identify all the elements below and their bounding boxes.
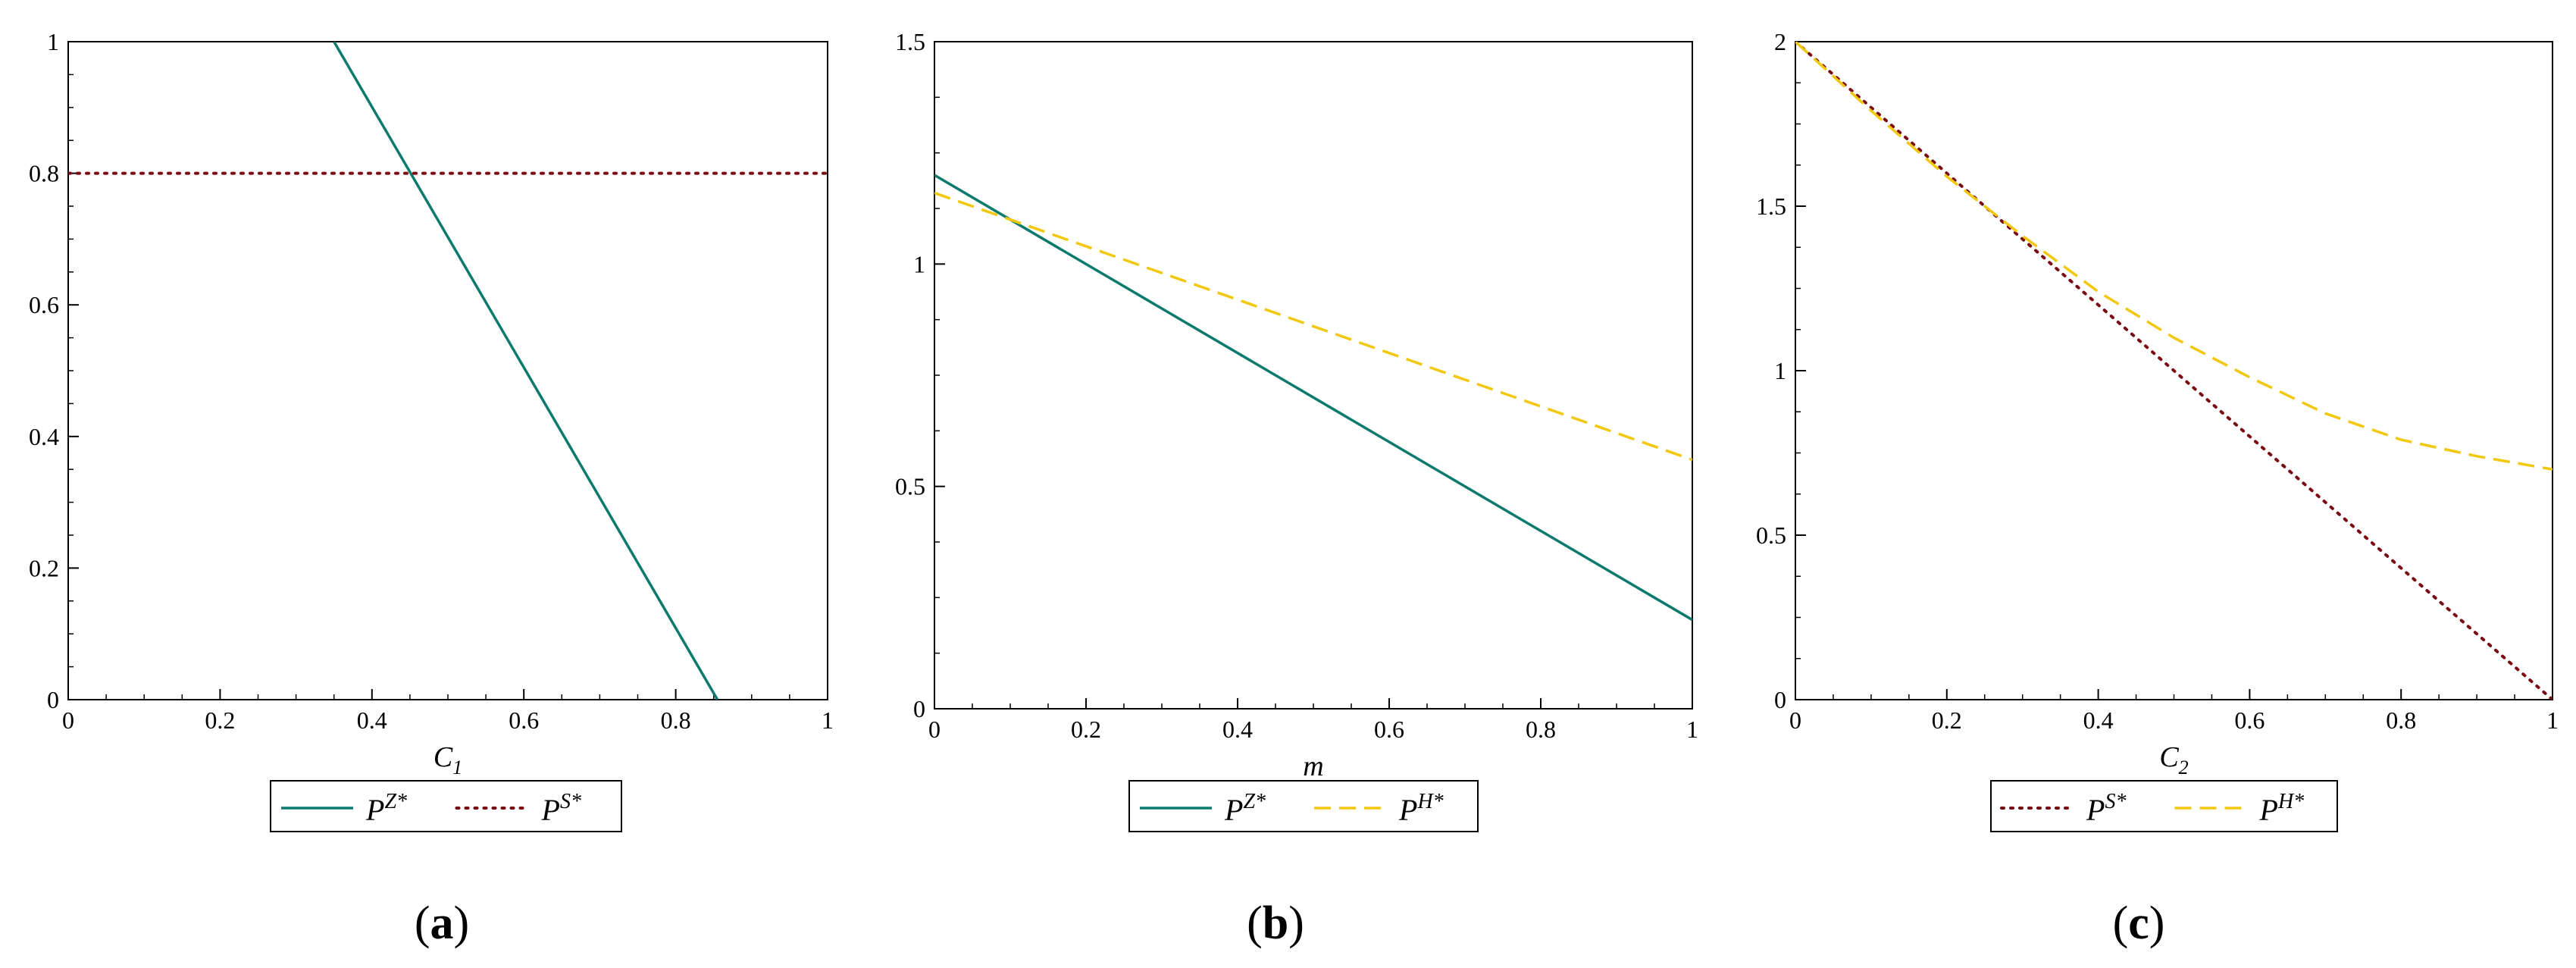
y-tick-label: 0.8 [29,160,59,187]
chart-panel-b: 0 0.2 0.4 0.6 0.8 1 0 0.5 1 1.5 m PZ* PH* (b) [895,28,1698,949]
chart-panel-c: 0 0.2 0.4 0.6 0.8 1 0 0.5 1 1.5 2 C2 PS* PH* (c) [1756,28,2559,949]
x-tick-label: 0.4 [357,706,387,734]
y-tick-label: 0.5 [895,473,925,500]
x-tick-label: 0.6 [1374,716,1404,743]
y-tick-label: 0 [47,686,59,713]
x-tick-label: 0.4 [2083,706,2114,734]
legend-label: PZ* [1224,790,1266,827]
series-line-p-zstar [934,174,1692,622]
y-tick-label: 0.4 [29,423,59,450]
x-tick-label: 0.6 [2234,706,2265,734]
x-axis-label: C1 [434,741,462,778]
chart-panel-a: 0 0.2 0.4 0.6 0.8 1 0 0.2 0.4 0.6 0.8 1 C1 PZ* PS* (a) [29,28,834,949]
x-tick-label: 1 [1686,716,1698,743]
panel-label: (a) [415,898,469,949]
x-tick-label: 0 [62,706,74,734]
y-tick-label: 0.5 [1756,522,1786,549]
x-tick-label: 0.2 [1071,716,1101,743]
x-tick-label: 1 [2546,706,2559,734]
y-tick-label: 0 [1774,686,1786,713]
x-tick-label: 0.8 [661,706,691,734]
plot-frame [934,41,1693,710]
plot-frame [67,41,828,700]
x-tick-label: 0.4 [1222,716,1253,743]
legend-label: PS* [541,790,581,827]
x-tick-label: 0.2 [205,706,235,734]
panel-label: (b) [1247,898,1304,949]
y-tick-label: 0.2 [29,554,59,581]
series-line-p-hstar [1795,42,2553,471]
y-tick-label: 2 [1774,28,1786,55]
legend-box [270,780,622,832]
y-tick-label: 1 [913,250,925,277]
legend: PZ* PS* [270,780,622,832]
x-axis-label: m [1303,750,1323,782]
legend-label: PH* [2259,790,2305,827]
x-tick-label: 0 [1789,706,1801,734]
panel-label: (c) [2113,898,2165,949]
y-tick-label: 0 [913,695,925,722]
series-line-p-sstar [1795,42,2553,700]
y-tick-label: 1.5 [1756,193,1786,220]
y-tick-label: 1 [47,28,59,55]
x-tick-label: 0.6 [509,706,539,734]
x-tick-label: 0.2 [1932,706,1962,734]
legend: PS* PH* [1990,780,2338,832]
series-line-p-zstar [333,42,719,700]
legend-label: PH* [1398,790,1444,827]
legend-box [1128,780,1479,832]
legend: PZ* PH* [1128,780,1479,832]
x-axis-label: C2 [2159,741,2188,778]
legend-label: PZ* [365,790,407,827]
y-tick-label: 0.6 [29,291,59,318]
x-tick-label: 0 [928,716,941,743]
x-tick-label: 0.8 [1526,716,1556,743]
y-tick-label: 1 [1774,357,1786,384]
x-tick-label: 0.8 [2386,706,2416,734]
legend-label: PS* [2086,790,2126,827]
x-tick-label: 1 [822,706,834,734]
y-tick-label: 1.5 [895,28,925,55]
legend-box [1990,780,2338,832]
series-line-p-hstar [934,191,1692,462]
